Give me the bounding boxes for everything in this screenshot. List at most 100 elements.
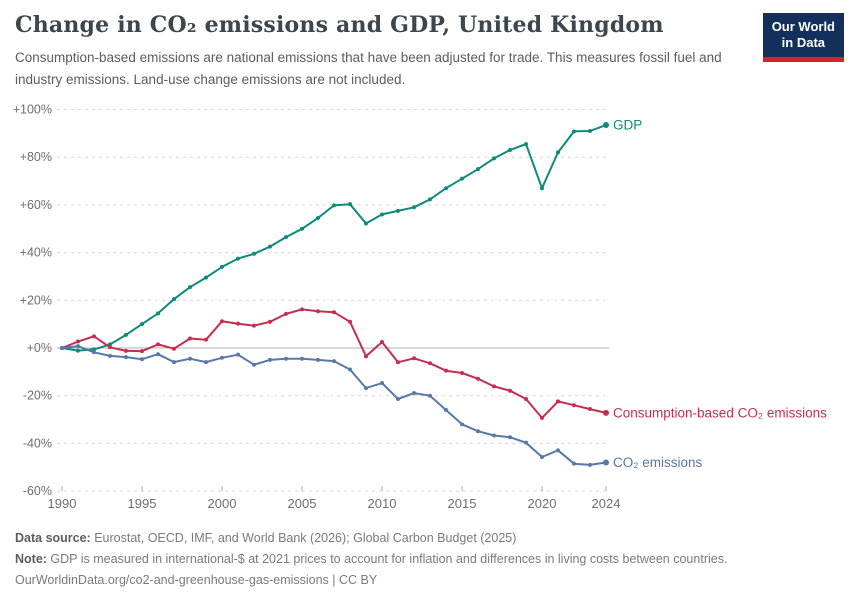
data-point[interactable] [268,244,272,249]
data-point[interactable] [236,256,240,261]
data-point[interactable] [476,429,480,434]
data-point[interactable] [396,360,400,365]
data-point[interactable] [220,355,224,360]
data-point[interactable] [603,122,609,129]
data-point[interactable] [188,285,192,290]
data-point[interactable] [588,462,592,467]
data-point[interactable] [572,403,576,408]
data-point[interactable] [124,355,128,360]
data-point[interactable] [332,203,336,208]
data-point[interactable] [603,459,609,466]
series-label-1[interactable]: Consumption-based CO₂ emissions [613,405,827,420]
data-point[interactable] [300,356,304,361]
data-point[interactable] [268,357,272,362]
data-point[interactable] [348,319,352,324]
data-point[interactable] [284,311,288,316]
data-point[interactable] [284,235,288,240]
data-point[interactable] [204,275,208,280]
data-point[interactable] [492,433,496,438]
data-point[interactable] [140,357,144,362]
data-point[interactable] [572,461,576,466]
data-point[interactable] [460,422,464,427]
data-point[interactable] [300,307,304,312]
data-point[interactable] [188,336,192,341]
data-point[interactable] [540,186,544,191]
data-point[interactable] [188,356,192,361]
data-point[interactable] [124,332,128,337]
series-line-0[interactable] [61,124,607,352]
data-point[interactable] [556,399,560,404]
data-point[interactable] [348,202,352,207]
data-point[interactable] [444,368,448,373]
data-point[interactable] [172,346,176,351]
data-point[interactable] [348,367,352,372]
data-point[interactable] [108,353,112,358]
data-point[interactable] [428,197,432,202]
data-point[interactable] [316,216,320,221]
data-point[interactable] [220,264,224,269]
data-point[interactable] [492,384,496,389]
data-point[interactable] [508,148,512,153]
data-point[interactable] [236,321,240,326]
data-point[interactable] [156,311,160,316]
data-point[interactable] [412,205,416,210]
data-point[interactable] [444,408,448,413]
data-point[interactable] [508,435,512,440]
data-point[interactable] [396,397,400,402]
data-point[interactable] [476,167,480,172]
data-point[interactable] [524,397,528,402]
data-point[interactable] [396,208,400,213]
data-point[interactable] [460,371,464,376]
series-label-0[interactable]: GDP [613,118,642,133]
data-point[interactable] [220,319,224,324]
data-point[interactable] [316,309,320,314]
data-point[interactable] [540,454,544,459]
data-point[interactable] [268,319,272,324]
data-point[interactable] [476,376,480,381]
data-point[interactable] [364,221,368,226]
data-point[interactable] [236,352,240,357]
data-point[interactable] [540,415,544,420]
data-point[interactable] [92,350,96,355]
data-point[interactable] [556,448,560,453]
data-point[interactable] [603,409,609,416]
data-point[interactable] [140,349,144,354]
data-point[interactable] [588,407,592,412]
data-point[interactable] [364,386,368,391]
data-point[interactable] [460,176,464,181]
data-point[interactable] [76,339,80,344]
data-point[interactable] [524,142,528,147]
data-point[interactable] [524,440,528,445]
data-point[interactable] [492,156,496,161]
data-point[interactable] [204,360,208,365]
data-point[interactable] [300,226,304,231]
data-point[interactable] [140,322,144,327]
data-point[interactable] [380,340,384,345]
data-point[interactable] [316,357,320,362]
data-point[interactable] [332,310,336,315]
data-point[interactable] [252,362,256,367]
data-point[interactable] [380,212,384,217]
data-point[interactable] [556,150,560,155]
data-point[interactable] [380,381,384,386]
data-point[interactable] [332,359,336,364]
data-point[interactable] [364,354,368,359]
data-point[interactable] [572,129,576,134]
series-label-2[interactable]: CO₂ emissions [613,455,703,470]
data-point[interactable] [444,186,448,191]
data-point[interactable] [108,345,112,350]
data-point[interactable] [412,356,416,361]
data-point[interactable] [428,393,432,398]
data-point[interactable] [92,334,96,339]
data-point[interactable] [172,297,176,302]
data-point[interactable] [428,361,432,366]
data-point[interactable] [412,391,416,396]
data-point[interactable] [156,352,160,357]
series-line-1[interactable] [61,308,607,419]
data-point[interactable] [124,348,128,353]
data-point[interactable] [172,360,176,365]
data-point[interactable] [204,337,208,342]
data-point[interactable] [588,128,592,133]
data-point[interactable] [76,348,80,353]
